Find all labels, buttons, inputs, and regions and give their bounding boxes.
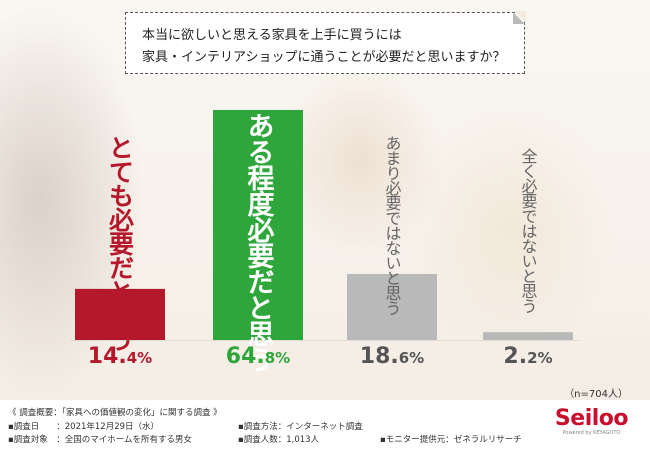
bar-not-necessary-at-all <box>483 332 573 340</box>
category-label-somewhat-necessary: ある程度必要だと思う <box>243 112 275 372</box>
survey-summary: 《 調査概要：「家具への価値観の変化」に関する調査 》 <box>8 408 222 418</box>
logo-subtext: Powered by KEYAGOTO <box>562 430 621 436</box>
bar-not-very-necessary <box>347 273 437 340</box>
question-box-fold-shadow <box>513 12 525 24</box>
category-label-not-very-necessary: あまり必要ではないと思う <box>383 135 402 316</box>
question-box: 本当に欲しいと思える家具を上手に買うには 家具・インテリアショップに通うことが必… <box>125 11 526 74</box>
survey-method: ▪調査方法：インターネット調査 <box>238 422 363 432</box>
category-label-very-necessary: とても必要だと思う <box>106 135 135 351</box>
bar-somewhat-necessary <box>213 109 303 341</box>
value-label-very-necessary: 14.4% <box>88 344 152 369</box>
survey-count: ▪調査人数：1,013人 <box>238 435 320 445</box>
value-label-decimal: 2% <box>527 349 553 367</box>
seiloo-logo: Seiloo Powered by KEYAGOTO <box>554 406 629 437</box>
value-label-decimal: 8% <box>264 349 291 367</box>
sample-size-label: （n=704人） <box>564 389 628 400</box>
question-line-2: 家具・インテリアショップに通うことが必要だと思いますか？ <box>142 50 506 65</box>
monitor-provider: ▪モニター提供元：ゼネラルリサーチ <box>380 435 522 445</box>
value-label-main: 14. <box>87 344 127 369</box>
value-label-decimal: 4% <box>126 349 153 367</box>
value-label-main: 2. <box>503 344 528 369</box>
value-label-decimal: 6% <box>398 349 425 367</box>
footer: 《 調査概要：「家具への価値観の変化」に関する調査 》 ▪調査日 ：2021年1… <box>0 400 650 450</box>
value-label-main: 18. <box>359 344 399 369</box>
value-label-somewhat-necessary: 64.8% <box>226 344 290 369</box>
category-label-not-necessary-at-all: 全く必要ではないと思う <box>519 148 538 314</box>
value-label-not-very-necessary: 18.6% <box>360 344 424 369</box>
survey-target: ▪調査対象 ：全国のマイホームを所有する男女 <box>8 435 193 445</box>
value-label-main: 64. <box>225 344 265 369</box>
survey-date: ▪調査日 ：2021年12月29日（水） <box>8 422 160 432</box>
value-label-not-necessary-at-all: 2.2% <box>503 344 552 369</box>
question-line-1: 本当に欲しいと思える家具を上手に買うには <box>142 28 402 43</box>
logo-text: Seiloo <box>554 406 629 431</box>
bar-very-necessary <box>75 288 165 340</box>
